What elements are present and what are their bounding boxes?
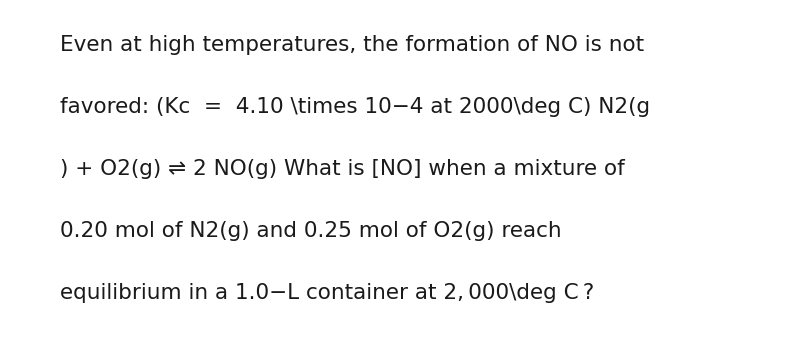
Text: equilibrium in a 1.0−L container at 2, 000\deg C ?: equilibrium in a 1.0−L container at 2, 0… [60,283,595,303]
Text: ) + O2(g) ⇌ 2 NO(g) What is [NO] when a mixture of: ) + O2(g) ⇌ 2 NO(g) What is [NO] when a … [60,159,625,179]
Text: 0.20 mol of N2(g) and 0.25 mol of O2(g) reach: 0.20 mol of N2(g) and 0.25 mol of O2(g) … [60,221,562,241]
Text: favored: (Kc  =  4.10 \times 10−4 at 2000\deg C) N2(g: favored: (Kc = 4.10 \times 10−4 at 2000\… [60,97,650,117]
Text: Even at high temperatures, the formation of NO is not: Even at high temperatures, the formation… [60,35,644,55]
